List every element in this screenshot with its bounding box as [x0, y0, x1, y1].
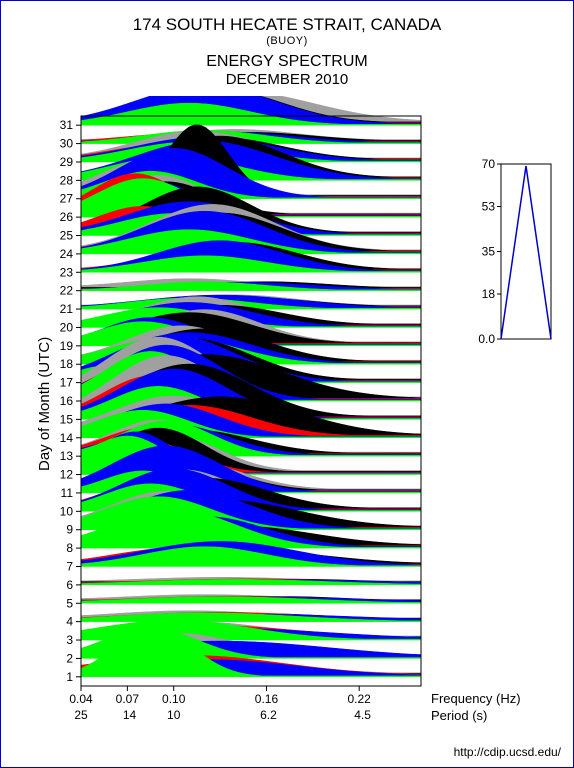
svg-text:0.22: 0.22 — [348, 692, 372, 706]
x-axis-label-period: Period (s) — [431, 708, 487, 723]
svg-text:29: 29 — [60, 155, 74, 169]
svg-text:27: 27 — [60, 192, 74, 206]
svg-text:8: 8 — [66, 541, 73, 555]
svg-text:35: 35 — [482, 245, 496, 259]
title-main: ENERGY SPECTRUM — [1, 53, 573, 71]
svg-text:0.10: 0.10 — [162, 692, 186, 706]
chart-container: 174 SOUTH HECATE STRAIT, CANADA (BUOY) E… — [0, 0, 574, 768]
svg-text:4: 4 — [66, 615, 73, 629]
svg-text:21: 21 — [60, 302, 74, 316]
svg-text:28: 28 — [60, 173, 74, 187]
svg-text:70: 70 — [482, 159, 496, 171]
svg-text:30: 30 — [60, 137, 74, 151]
svg-text:2: 2 — [66, 651, 73, 665]
title-date: DECEMBER 2010 — [1, 71, 573, 88]
svg-text:19: 19 — [60, 339, 74, 353]
svg-text:10: 10 — [60, 504, 74, 518]
svg-text:0.04: 0.04 — [69, 692, 93, 706]
title-station: 174 SOUTH HECATE STRAIT, CANADA — [1, 15, 573, 35]
footer-url: http://cdip.ucsd.edu/ — [454, 745, 561, 759]
energy-spectrum-plot: 1234567891011121314151617181920212223242… — [31, 96, 491, 726]
svg-text:14: 14 — [123, 708, 137, 722]
svg-text:24: 24 — [60, 247, 74, 261]
title-sub: (BUOY) — [1, 35, 573, 47]
svg-text:25: 25 — [74, 708, 88, 722]
svg-text:0.16: 0.16 — [255, 692, 279, 706]
svg-text:4.5: 4.5 — [354, 708, 371, 722]
svg-text:18: 18 — [60, 357, 74, 371]
chart-titles: 174 SOUTH HECATE STRAIT, CANADA (BUOY) E… — [1, 1, 573, 88]
svg-text:0.07: 0.07 — [116, 692, 140, 706]
svg-text:12: 12 — [60, 468, 74, 482]
svg-text:13: 13 — [60, 449, 74, 463]
svg-text:0.0: 0.0 — [478, 332, 495, 346]
svg-text:25: 25 — [60, 229, 74, 243]
x-axis-label-frequency: Frequency (Hz) — [431, 691, 521, 706]
svg-text:22: 22 — [60, 284, 74, 298]
svg-text:16: 16 — [60, 394, 74, 408]
svg-text:6: 6 — [66, 578, 73, 592]
svg-text:20: 20 — [60, 320, 74, 334]
svg-text:26: 26 — [60, 210, 74, 224]
energy-density-legend: 0.0 18 35 53 70 — [466, 159, 556, 354]
svg-text:31: 31 — [60, 118, 74, 132]
svg-text:6.2: 6.2 — [260, 708, 277, 722]
svg-text:15: 15 — [60, 412, 74, 426]
svg-text:3: 3 — [66, 633, 73, 647]
svg-text:53: 53 — [482, 200, 496, 214]
y-axis-label: Day of Month (UTC) — [36, 337, 53, 471]
svg-text:17: 17 — [60, 376, 74, 390]
svg-text:7: 7 — [66, 559, 73, 573]
svg-text:10: 10 — [167, 708, 181, 722]
svg-text:5: 5 — [66, 596, 73, 610]
svg-text:11: 11 — [61, 486, 74, 500]
svg-text:14: 14 — [60, 431, 74, 445]
svg-text:18: 18 — [482, 287, 496, 301]
svg-text:1: 1 — [66, 670, 73, 684]
svg-text:23: 23 — [60, 265, 74, 279]
svg-text:9: 9 — [66, 523, 73, 537]
